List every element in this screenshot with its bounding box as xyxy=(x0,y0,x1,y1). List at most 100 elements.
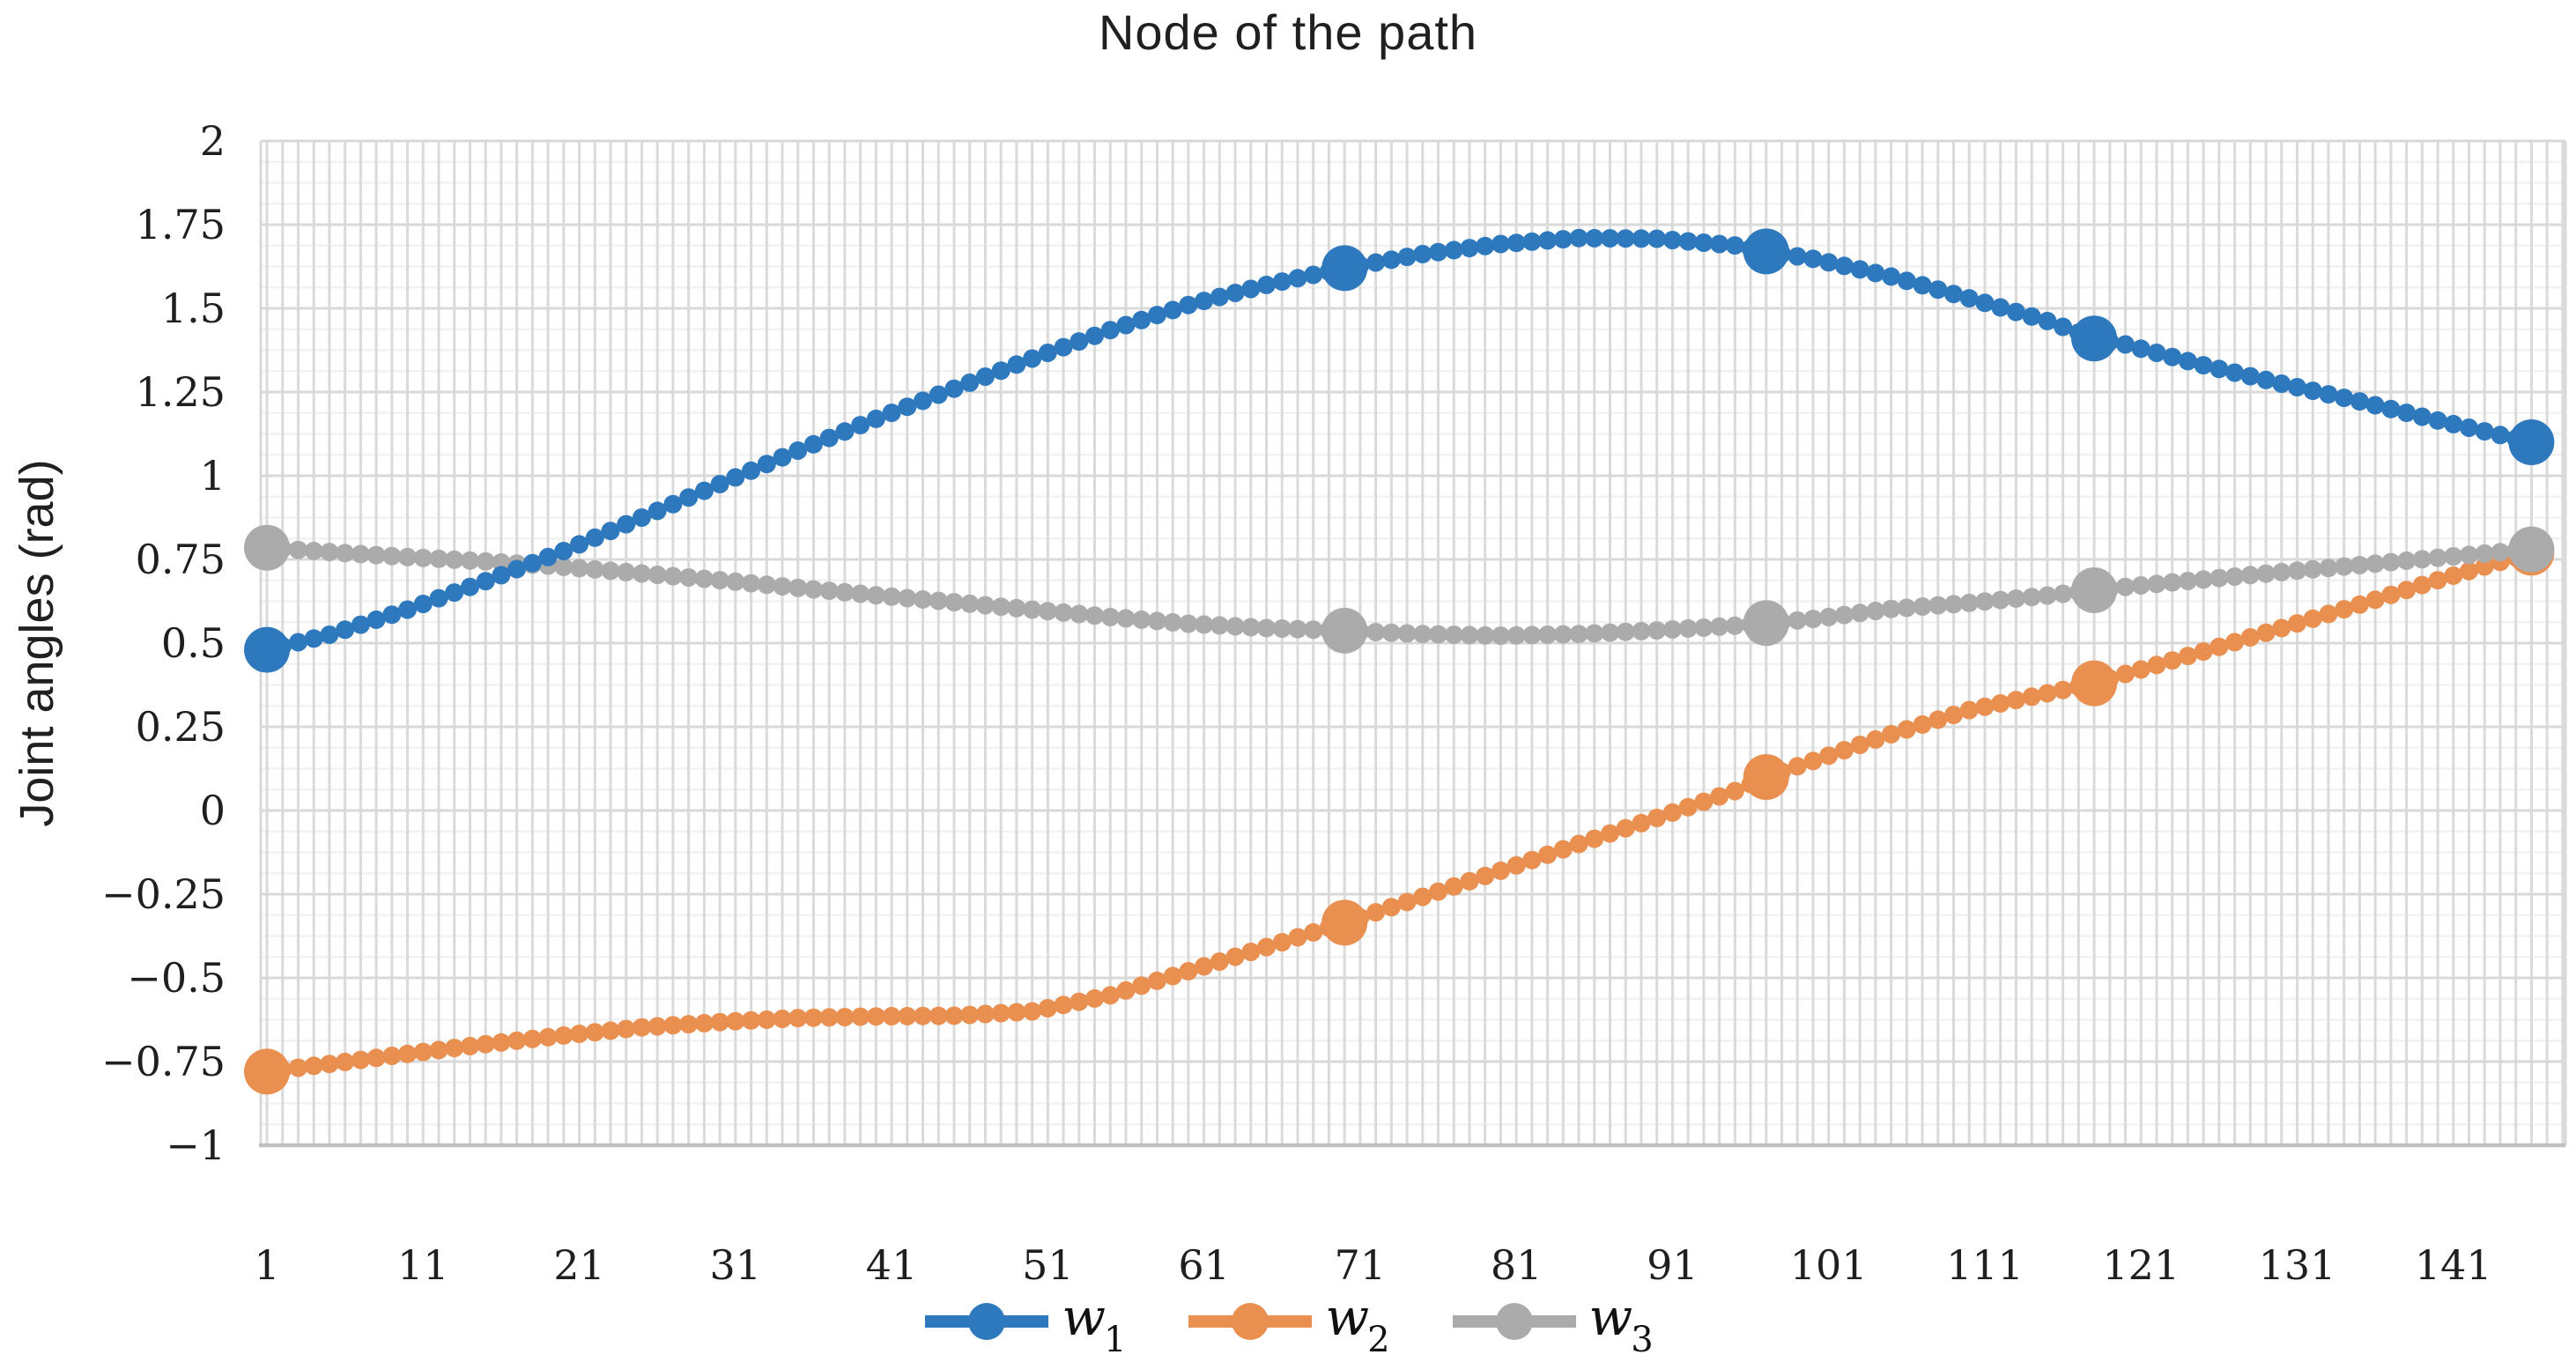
data-point-w3 xyxy=(320,543,339,562)
data-point-w1 xyxy=(1866,263,1885,283)
data-point-w3 xyxy=(1132,610,1151,629)
data-point-w3 xyxy=(1975,592,1995,611)
legend-marker-w2-icon xyxy=(1188,1303,1313,1341)
data-point-w1 xyxy=(866,409,885,428)
data-point-w3 xyxy=(2178,572,2197,590)
y-tick-label: 0.25 xyxy=(136,703,226,751)
data-point-w2 xyxy=(585,1023,604,1042)
data-point-w2 xyxy=(1257,937,1276,957)
data-point-w1 xyxy=(1928,280,1948,300)
data-point-w1 xyxy=(1007,355,1026,374)
data-point-w2 xyxy=(2365,590,2385,610)
data-point-w1 xyxy=(2397,403,2417,423)
data-point-w2 xyxy=(320,1055,339,1074)
highlight-marker-w1-node-97 xyxy=(1743,228,1789,275)
data-point-w1 xyxy=(851,416,870,435)
data-point-w3 xyxy=(1506,625,1526,645)
data-point-w3 xyxy=(1553,625,1573,644)
data-point-w3 xyxy=(1601,623,1619,642)
data-point-w2 xyxy=(960,1005,980,1025)
data-point-w1 xyxy=(1195,292,1214,311)
data-point-w1 xyxy=(960,373,980,392)
data-point-w3 xyxy=(975,596,995,615)
data-point-w1 xyxy=(2178,352,2197,371)
data-point-w2 xyxy=(2335,600,2354,619)
data-point-w2 xyxy=(2210,637,2229,656)
data-point-w2 xyxy=(1429,882,1447,901)
data-point-w3 xyxy=(1476,625,1495,645)
data-point-w2 xyxy=(1975,697,1995,716)
data-point-w3 xyxy=(1429,625,1447,644)
y-tick-label: 1 xyxy=(200,452,226,500)
data-point-w1 xyxy=(1569,228,1588,248)
data-point-w1 xyxy=(1023,349,1042,368)
data-point-w1 xyxy=(1397,248,1417,267)
data-point-w3 xyxy=(2381,552,2401,572)
data-point-w2 xyxy=(1850,736,1869,754)
data-point-w3 xyxy=(2491,543,2510,562)
highlight-marker-w1-node-146 xyxy=(2508,419,2555,465)
y-tick-label: −1 xyxy=(166,1121,226,1169)
y-axis-title: Joint angles (rad) xyxy=(11,459,63,827)
data-point-w2 xyxy=(1662,803,1682,822)
data-point-w1 xyxy=(819,428,839,448)
data-point-w3 xyxy=(1100,607,1120,626)
data-point-w2 xyxy=(1476,866,1495,885)
data-point-w1 xyxy=(1116,315,1136,335)
data-point-w3 xyxy=(788,578,808,597)
data-point-w1 xyxy=(2365,396,2385,415)
data-point-w1 xyxy=(445,583,464,603)
data-point-w2 xyxy=(2303,609,2322,628)
data-point-w2 xyxy=(2428,571,2447,590)
data-point-w1 xyxy=(1913,276,1932,295)
data-point-w2 xyxy=(429,1040,448,1060)
data-point-w2 xyxy=(2116,664,2135,684)
y-tick-label: 1.5 xyxy=(161,285,226,332)
highlight-marker-w3-node-146 xyxy=(2508,526,2555,573)
data-point-w3 xyxy=(1694,618,1714,637)
data-point-w1 xyxy=(1788,247,1807,266)
x-tick-label: 91 xyxy=(1647,1241,1699,1289)
data-point-w1 xyxy=(835,422,855,441)
highlight-marker-w1-node-118 xyxy=(2071,315,2118,362)
data-point-w2 xyxy=(1381,898,1401,917)
data-point-w2 xyxy=(1959,700,1979,720)
y-tick-label: 2 xyxy=(200,117,226,165)
data-point-w2 xyxy=(507,1031,527,1050)
data-point-w2 xyxy=(914,1006,932,1025)
data-point-w3 xyxy=(819,581,839,601)
data-point-w1 xyxy=(2131,339,2150,359)
data-point-w1 xyxy=(726,468,745,487)
data-point-w1 xyxy=(1179,295,1198,315)
data-point-w2 xyxy=(398,1044,417,1063)
data-point-w3 xyxy=(601,561,620,581)
data-point-w3 xyxy=(663,566,683,586)
data-point-w1 xyxy=(1210,287,1229,307)
data-point-w2 xyxy=(663,1016,683,1035)
data-point-w3 xyxy=(2147,574,2166,594)
data-point-w1 xyxy=(1491,234,1510,254)
data-point-w1 xyxy=(2054,317,2073,337)
y-tick-label: 0 xyxy=(200,787,226,834)
data-point-w2 xyxy=(2444,566,2463,585)
data-point-w1 xyxy=(1132,310,1151,329)
data-point-w3 xyxy=(648,566,667,584)
data-point-w3 xyxy=(1616,622,1635,641)
data-point-w3 xyxy=(1647,621,1667,640)
highlight-marker-w2-node-1 xyxy=(244,1048,290,1095)
data-point-w1 xyxy=(601,522,620,541)
data-point-w3 xyxy=(1944,595,1963,614)
highlight-marker-w2-node-118 xyxy=(2071,660,2118,707)
data-point-w3 xyxy=(413,548,433,567)
data-point-w3 xyxy=(2225,567,2245,586)
data-point-w3 xyxy=(1085,606,1104,625)
data-point-w1 xyxy=(2116,335,2135,354)
data-point-w2 xyxy=(726,1011,745,1031)
data-point-w2 xyxy=(710,1012,729,1032)
data-point-w3 xyxy=(1803,610,1823,629)
data-point-w2 xyxy=(2460,561,2478,581)
data-point-w3 xyxy=(1288,619,1307,639)
data-point-w2 xyxy=(2288,614,2306,633)
data-point-w3 xyxy=(1413,625,1432,644)
legend-marker-w3-icon xyxy=(1452,1303,1576,1341)
